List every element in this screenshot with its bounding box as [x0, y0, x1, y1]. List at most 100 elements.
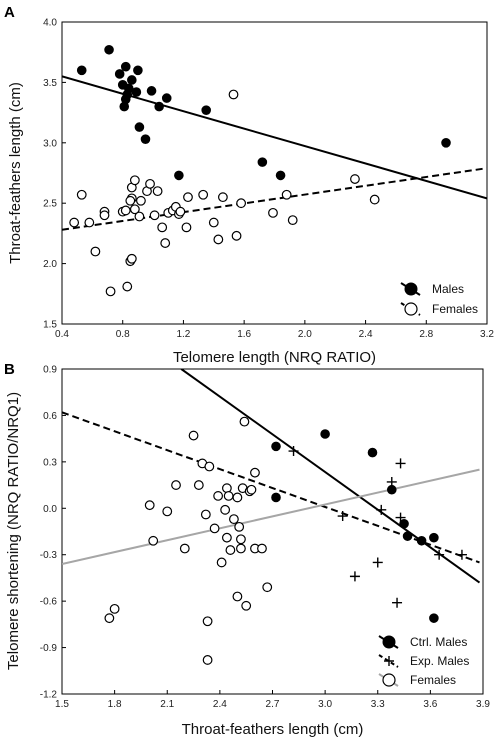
data-point-females	[181, 222, 192, 233]
data-point-males	[104, 44, 114, 55]
y-tick-label: 0.9	[43, 365, 57, 376]
data-point-females	[220, 504, 231, 515]
data-point-females	[202, 655, 213, 665]
data-point-females	[231, 230, 242, 241]
panel-b-label: B	[4, 361, 15, 378]
data-point-ctrl-males	[402, 531, 413, 541]
data-point-females	[239, 416, 250, 427]
data-point-exp-males	[349, 571, 360, 582]
data-point-females	[126, 253, 137, 264]
panel-b: B 1.5 1.8 2.1 2.4 2.7 3.0 3.3 3.6 3.9 -1.2 -0.9 -0.…	[4, 361, 490, 738]
panel-a-legend: Males Females	[400, 282, 478, 316]
y-tick-label: 3.5	[43, 78, 57, 89]
panel-b-axes: 1.5 1.8 2.1 2.4 2.7 3.0 3.3 3.6 3.9 -1.2 -0.9 -0.6 -…	[40, 365, 491, 711]
data-point-females	[179, 543, 190, 554]
data-point-females	[148, 535, 159, 546]
legend-line	[378, 654, 399, 668]
data-point-ctrl-males	[320, 429, 330, 439]
panel-a-points	[69, 44, 451, 297]
data-point-females	[213, 234, 224, 245]
panel-b-y-axis-label: Telomere shortening (NRQ RATIO/NRQ1)	[5, 392, 22, 670]
data-point-females	[188, 430, 199, 441]
data-point-ctrl-males	[271, 441, 281, 452]
data-point-females	[76, 189, 87, 200]
x-tick-label: 1.6	[237, 329, 251, 340]
y-tick-label: 3.0	[43, 138, 57, 149]
legend-line	[400, 302, 421, 316]
data-point-exp-males	[434, 549, 445, 560]
data-point-females	[246, 484, 257, 495]
panel-a-fit-lines	[62, 75, 487, 231]
data-point-ctrl-males	[367, 447, 378, 458]
fit-line-exp-males	[62, 411, 480, 564]
panel-a: A 0.4 0.8 1.2 1.6 2.0 2.4 2.8 3.2 1.5 2.0 2.5 3.0 3.…	[4, 4, 494, 366]
x-tick-label: 0.4	[55, 329, 69, 340]
data-point-females	[104, 613, 115, 624]
data-point-females	[204, 461, 215, 472]
data-point-exp-males	[395, 458, 406, 469]
data-point-males	[146, 86, 157, 96]
data-point-females	[134, 211, 145, 222]
x-tick-label: 2.7	[266, 699, 280, 710]
legend-marker	[404, 282, 418, 296]
data-point-males	[257, 157, 268, 167]
legend-label: Exp. Males	[410, 654, 469, 668]
legend-label: Females	[432, 302, 478, 316]
data-point-females	[136, 195, 146, 206]
data-point-females	[234, 521, 245, 532]
data-point-females	[105, 286, 116, 297]
x-tick-label: 3.9	[476, 699, 490, 710]
legend-label: Females	[410, 673, 456, 687]
data-point-females	[193, 480, 204, 490]
data-point-females	[122, 281, 133, 292]
x-tick-label: 3.2	[480, 329, 494, 340]
data-point-exp-males	[376, 504, 387, 515]
data-point-females	[262, 582, 273, 593]
legend-marker	[382, 673, 396, 687]
x-tick-label: 0.8	[116, 329, 130, 340]
data-point-females	[236, 534, 246, 545]
data-point-females	[84, 217, 95, 228]
y-tick-label: 1.5	[43, 320, 57, 331]
data-point-males	[154, 101, 164, 112]
data-point-females	[109, 603, 120, 614]
x-tick-label: 1.8	[108, 699, 122, 710]
data-point-females	[281, 189, 292, 200]
data-point-females	[223, 491, 234, 501]
data-point-females	[69, 217, 80, 228]
data-point-females	[183, 192, 193, 203]
data-point-males	[201, 105, 211, 115]
data-point-males	[134, 122, 145, 132]
panel-a-y-axis-label: Throat-feathers length (cm)	[7, 82, 24, 264]
legend-marker	[382, 635, 396, 649]
data-point-males	[140, 134, 151, 144]
panel-b-fit-lines	[62, 369, 481, 584]
y-tick-label: -0.6	[40, 597, 58, 608]
data-point-ctrl-males	[416, 535, 427, 546]
data-point-females	[171, 480, 181, 490]
legend-label: Males	[432, 282, 464, 296]
y-tick-label: -1.2	[40, 690, 58, 701]
data-point-ctrl-males	[271, 492, 281, 503]
panel-b-points	[104, 416, 467, 665]
y-tick-label: 2.5	[43, 199, 57, 210]
panel-b-x-axis-label: Throat-feathers length (cm)	[182, 721, 364, 738]
data-point-females	[216, 557, 227, 568]
y-tick-label: 4.0	[43, 18, 57, 29]
data-point-ctrl-males	[429, 532, 439, 543]
y-tick-label: 0.6	[43, 411, 57, 422]
data-point-females	[287, 215, 298, 226]
data-point-males	[131, 87, 142, 97]
data-point-females	[208, 217, 219, 228]
data-point-females	[200, 509, 211, 520]
data-point-females	[157, 222, 168, 233]
data-point-males	[275, 170, 286, 181]
panel-a-axes: 0.4 0.8 1.2 1.6 2.0 2.4 2.8 3.2 1.5 2.0 2.5 3.0 3.5 4…	[43, 18, 494, 341]
data-point-males	[120, 61, 131, 72]
data-point-females	[225, 545, 236, 555]
data-point-females	[175, 206, 186, 217]
data-point-females	[145, 178, 155, 189]
data-point-females	[160, 238, 171, 248]
data-point-females	[202, 616, 213, 627]
